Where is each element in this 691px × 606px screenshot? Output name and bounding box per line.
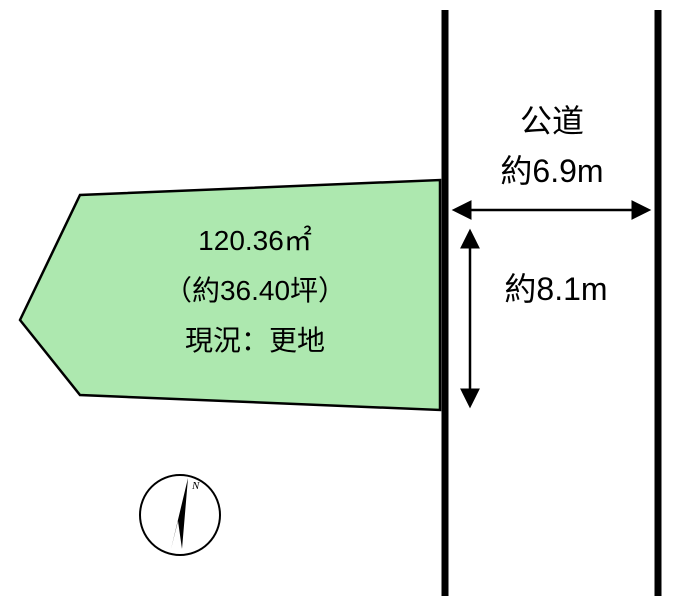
lot-status: 現況：更地 bbox=[185, 325, 325, 356]
lot-area-tsubo: （約36.40坪） bbox=[164, 275, 346, 306]
compass-icon: N bbox=[140, 475, 220, 555]
road-width-label: 約6.9m bbox=[500, 153, 603, 189]
road-label: 公道 bbox=[520, 103, 584, 139]
lot-area-m2: 120.36㎡ bbox=[198, 225, 312, 256]
frontage-label: 約8.1m bbox=[504, 271, 607, 307]
svg-text:N: N bbox=[191, 480, 200, 492]
